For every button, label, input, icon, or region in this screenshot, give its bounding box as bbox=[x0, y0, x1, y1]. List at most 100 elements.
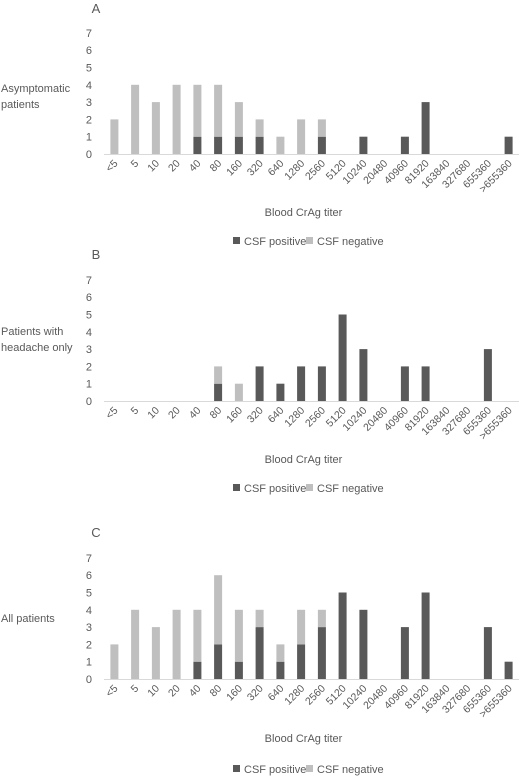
x-tick-label: <5 bbox=[104, 405, 121, 422]
bar-csf-positive-10 bbox=[317, 136, 326, 154]
y-tick-label: 3 bbox=[86, 97, 92, 109]
y-tick-label: 4 bbox=[86, 80, 92, 92]
y-tick-label: 4 bbox=[86, 605, 92, 617]
y-tick-label: 5 bbox=[86, 310, 92, 322]
x-tick-label: 1280 bbox=[282, 158, 307, 183]
x-tick-label: 320 bbox=[245, 683, 266, 704]
x-tick-label: 160 bbox=[224, 405, 245, 426]
row-label-line: All patients bbox=[1, 613, 55, 625]
bar-csf-negative-4 bbox=[193, 84, 202, 137]
bar-csf-negative-4 bbox=[193, 609, 202, 662]
x-tick-label: 80 bbox=[207, 405, 224, 422]
x-tick-label: 10 bbox=[145, 683, 162, 700]
bar-csf-positive-18 bbox=[483, 627, 492, 679]
x-tick-label: 80 bbox=[207, 158, 224, 175]
y-tick-label: 0 bbox=[86, 674, 92, 686]
x-tick-label: 5 bbox=[129, 405, 142, 418]
bar-csf-negative-0 bbox=[110, 119, 119, 154]
bar-csf-positive-7 bbox=[255, 136, 264, 154]
bar-csf-positive-7 bbox=[255, 366, 264, 401]
legend-label-csf-negative: CSF negative bbox=[317, 764, 384, 776]
bar-csf-positive-9 bbox=[297, 644, 306, 679]
y-tick-label: 6 bbox=[86, 292, 92, 304]
x-tick-label: 20 bbox=[166, 158, 183, 175]
bar-csf-positive-6 bbox=[234, 136, 243, 154]
legend-swatch-csf-positive bbox=[233, 237, 240, 244]
x-tick-label: 40 bbox=[187, 158, 204, 175]
y-tick-label: 7 bbox=[86, 28, 92, 40]
x-axis-title: Blood CrAg titer bbox=[265, 454, 343, 466]
legend-label-csf-positive: CSF positive bbox=[244, 483, 306, 495]
bar-csf-positive-14 bbox=[400, 136, 409, 154]
bar-csf-negative-5 bbox=[214, 366, 223, 384]
x-tick-label: 10 bbox=[145, 405, 162, 422]
y-tick-label: 2 bbox=[86, 114, 92, 126]
bar-csf-negative-10 bbox=[317, 119, 326, 137]
y-tick-label: 4 bbox=[86, 327, 92, 339]
bar-csf-negative-5 bbox=[214, 84, 223, 137]
bar-csf-positive-9 bbox=[297, 366, 306, 401]
bar-csf-positive-8 bbox=[276, 661, 285, 679]
x-tick-label: 320 bbox=[245, 405, 266, 426]
bar-csf-positive-11 bbox=[338, 314, 347, 401]
panel-label: B bbox=[92, 247, 101, 262]
y-tick-label: 0 bbox=[86, 149, 92, 161]
x-tick-label: 160 bbox=[224, 683, 245, 704]
panel-label: C bbox=[91, 525, 100, 540]
bar-csf-positive-14 bbox=[400, 366, 409, 401]
bar-csf-negative-9 bbox=[297, 119, 306, 154]
x-tick-label: 5 bbox=[129, 158, 142, 171]
bar-csf-positive-10 bbox=[317, 366, 326, 401]
bar-csf-negative-2 bbox=[151, 102, 160, 154]
bar-csf-negative-10 bbox=[317, 609, 326, 628]
bar-csf-positive-14 bbox=[400, 627, 409, 679]
row-label-line: Patients with bbox=[1, 326, 63, 338]
bar-csf-negative-1 bbox=[131, 84, 140, 154]
panel-label: A bbox=[92, 1, 101, 16]
y-tick-label: 3 bbox=[86, 622, 92, 634]
x-tick-label: 2560 bbox=[303, 683, 328, 708]
bar-csf-negative-5 bbox=[214, 575, 223, 645]
bar-csf-positive-4 bbox=[193, 136, 202, 154]
y-tick-label: 6 bbox=[86, 45, 92, 57]
bar-csf-positive-6 bbox=[234, 661, 243, 679]
bar-csf-positive-10 bbox=[317, 627, 326, 679]
bar-csf-negative-7 bbox=[255, 119, 264, 137]
legend-swatch-csf-negative bbox=[306, 237, 313, 244]
bar-csf-negative-6 bbox=[234, 102, 243, 137]
bar-csf-positive-12 bbox=[359, 349, 368, 401]
x-tick-label: 5 bbox=[129, 683, 142, 696]
legend-label-csf-negative: CSF negative bbox=[317, 483, 384, 495]
bar-csf-positive-12 bbox=[359, 136, 368, 154]
y-tick-label: 7 bbox=[86, 275, 92, 287]
bar-csf-negative-2 bbox=[151, 627, 160, 679]
y-tick-label: 3 bbox=[86, 344, 92, 356]
x-tick-label: 20 bbox=[166, 405, 183, 422]
bar-csf-positive-5 bbox=[214, 136, 223, 154]
x-tick-label: 1280 bbox=[282, 683, 307, 708]
x-tick-label: 160 bbox=[224, 158, 245, 179]
legend-swatch-csf-negative bbox=[306, 484, 313, 491]
bar-csf-positive-15 bbox=[421, 102, 430, 154]
bar-csf-negative-3 bbox=[172, 84, 181, 154]
x-axis-title: Blood CrAg titer bbox=[265, 733, 343, 745]
bar-csf-negative-6 bbox=[234, 609, 243, 662]
bar-csf-negative-8 bbox=[276, 136, 285, 154]
bar-csf-positive-15 bbox=[421, 592, 430, 679]
bar-csf-positive-4 bbox=[193, 661, 202, 679]
y-tick-label: 5 bbox=[86, 63, 92, 75]
x-axis-title: Blood CrAg titer bbox=[265, 207, 343, 219]
x-tick-label: 40 bbox=[187, 683, 204, 700]
legend-label-csf-positive: CSF positive bbox=[244, 764, 306, 776]
bar-csf-positive-12 bbox=[359, 609, 368, 679]
bar-csf-negative-6 bbox=[234, 383, 243, 401]
legend-label-csf-negative: CSF negative bbox=[317, 236, 384, 248]
y-tick-label: 1 bbox=[86, 132, 92, 144]
y-tick-label: 1 bbox=[86, 379, 92, 391]
x-tick-label: 1280 bbox=[282, 405, 307, 430]
x-tick-label: 2560 bbox=[303, 405, 328, 430]
